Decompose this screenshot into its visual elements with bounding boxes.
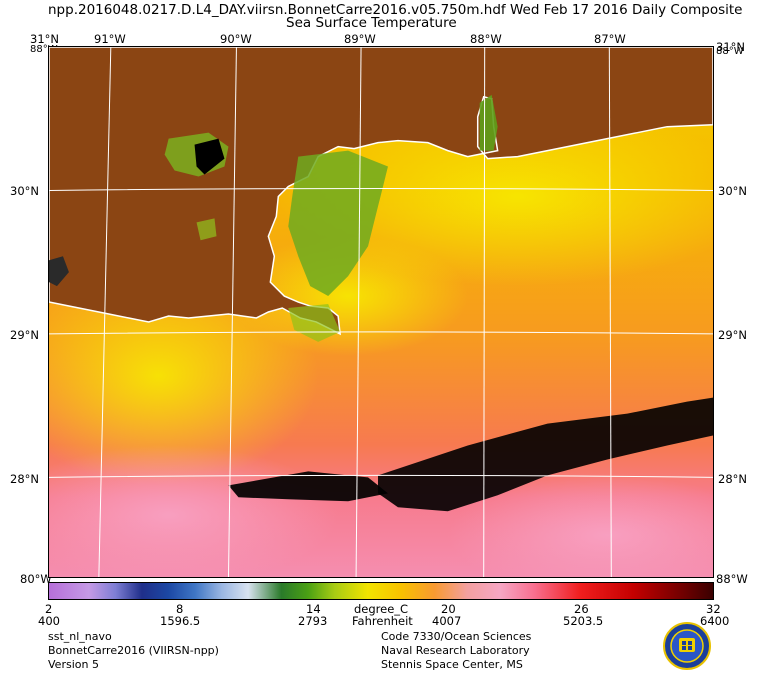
f-tick-3: 4007 [432, 614, 462, 628]
lat-label-left-29n: 29°N [10, 328, 39, 342]
unit-fahrenheit: Fahrenheit [352, 614, 413, 628]
lon-label-88w: 88°W [470, 32, 502, 46]
footer-lab: Naval Research Laboratory [381, 644, 530, 657]
lon-label-87w: 87°W [594, 32, 626, 46]
c-tick-0: 2 [45, 602, 53, 616]
footer-product: sst_nl_navo [48, 630, 112, 643]
footer-code: Code 7330/Ocean Sciences [381, 630, 532, 643]
f-tick-5: 6400 [700, 614, 730, 628]
f-tick-4: 5203.5 [563, 614, 604, 628]
unit-celsius: degree_C [354, 602, 409, 616]
f-tick-0: 400 [38, 614, 60, 628]
map-subtitle: Sea Surface Temperature [286, 15, 457, 31]
footer-region: BonnetCarre2016 (VIIRSN-npp) [48, 644, 219, 657]
corner-label-bottom-left: 80°W [20, 572, 52, 586]
sst-colorbar [48, 582, 714, 600]
c-tick-4: 26 [574, 602, 589, 616]
lat-label-right-29n: 29°N [718, 328, 747, 342]
corner-label-bottom-right: 88°W [716, 572, 748, 586]
f-tick-1: 1596.5 [160, 614, 201, 628]
lon-label-90w: 90°W [220, 32, 252, 46]
land-mass [49, 47, 713, 336]
sst-map [48, 46, 714, 578]
corner-label-top-left: 31°N [30, 32, 59, 46]
corner-label-top-left-sub: 88°W [30, 44, 58, 55]
graticule [49, 47, 713, 577]
c-tick-3: 20 [441, 602, 456, 616]
f-tick-2: 2793 [298, 614, 328, 628]
lat-label-left-28n: 28°N [10, 472, 39, 486]
c-tick-2: 14 [306, 602, 321, 616]
lat-label-right-30n: 30°N [718, 184, 747, 198]
footer-version: Version 5 [48, 658, 99, 671]
lat-label-right-28n: 28°N [718, 472, 747, 486]
cloud-mask [228, 471, 388, 502]
footer-location: Stennis Space Center, MS [381, 658, 523, 671]
lon-label-91w: 91°W [94, 32, 126, 46]
corner-label-top-right: 31°N [716, 40, 745, 54]
c-tick-1: 8 [176, 602, 184, 616]
c-tick-5: 32 [706, 602, 721, 616]
corner-label-top-right-sub: 88°W [716, 46, 744, 57]
map-title: npp.2016048.0217.D.L4_DAY.viirsn.BonnetC… [48, 2, 743, 18]
lon-label-89w: 89°W [344, 32, 376, 46]
lat-label-left-30n: 30°N [10, 184, 39, 198]
navy-research-lab-seal-icon [663, 622, 711, 670]
